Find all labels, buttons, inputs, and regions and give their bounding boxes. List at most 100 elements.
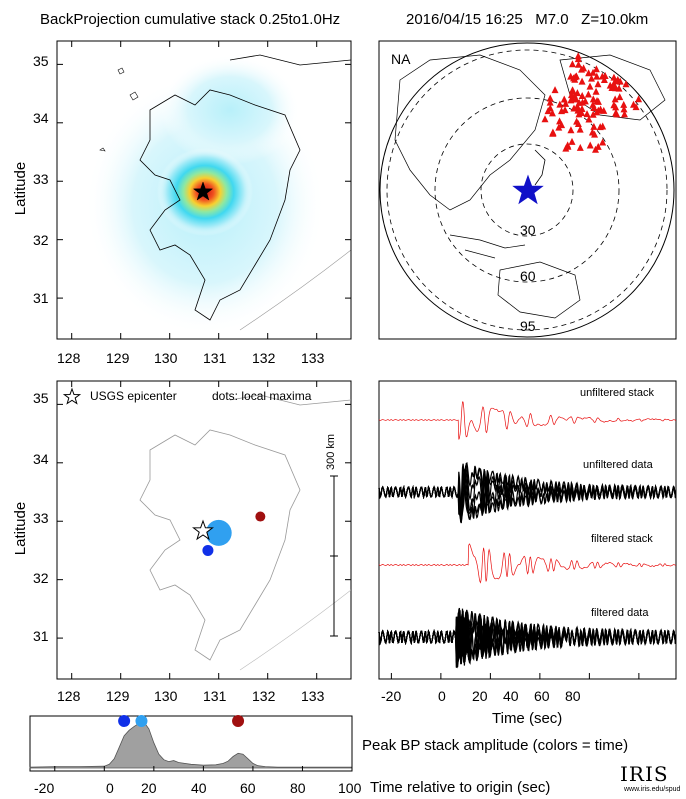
bottom-coastline <box>139 394 351 671</box>
heatmap-halo-upper <box>160 55 300 165</box>
time-marker-dot <box>118 715 131 727</box>
xtick-label: 132 <box>252 688 276 704</box>
station-triangle-icon <box>612 103 620 111</box>
continent-asia <box>394 54 546 211</box>
station-triangle-icon <box>610 81 618 89</box>
iris-logo: IRIS www.iris.edu/spud <box>616 762 680 796</box>
xtick-label: 20 <box>472 688 488 704</box>
station-triangle-icon <box>593 96 601 104</box>
station-triangle-icon <box>632 103 640 111</box>
station-triangle-icon <box>592 87 600 95</box>
station-triangle-icon <box>620 105 628 113</box>
xtick-label: 80 <box>565 688 581 704</box>
station-triangle-icon <box>576 143 584 151</box>
station-triangle-icon <box>578 109 586 117</box>
iris-logo-text: IRIS <box>620 762 669 786</box>
legend-dots-label: dots: local maxima <box>212 389 312 403</box>
epicenter-star-icon <box>192 181 214 201</box>
station-triangle-icon <box>630 100 638 108</box>
station-triangle-icon <box>592 65 600 73</box>
xtick-label: -20 <box>34 780 55 796</box>
scale-bar-label: 300 km <box>325 433 338 471</box>
station-triangle-icon <box>546 104 554 112</box>
station-triangle-icon <box>612 84 620 92</box>
globe-label: NA <box>391 51 411 67</box>
station-triangle-icon <box>600 106 608 114</box>
station-triangle-icon <box>586 141 594 149</box>
station-triangle-icon <box>583 110 591 118</box>
unfiltered-data-trace <box>378 463 677 522</box>
station-triangle-icon <box>599 122 607 130</box>
top-map-frame <box>56 40 352 340</box>
station-triangle-icon <box>571 73 579 81</box>
station-triangle-icon <box>576 125 584 133</box>
globe-ring-60 <box>434 97 620 283</box>
station-triangle-icon <box>575 98 583 106</box>
station-triangle-icon <box>613 110 621 118</box>
station-triangle-icon <box>564 141 572 149</box>
amplitude-frame <box>29 715 353 772</box>
station-triangle-icon <box>548 109 556 117</box>
unfiltered-data-trace <box>378 463 677 519</box>
globe-outline <box>379 42 675 338</box>
xtick-label: 60 <box>534 688 550 704</box>
station-triangle-icon <box>573 89 581 97</box>
station-triangle-icon <box>608 84 616 92</box>
station-triangle-icon <box>620 100 628 108</box>
station-triangle-icon <box>567 91 575 99</box>
station-triangle-icon <box>590 122 598 130</box>
station-triangle-icon <box>555 123 563 131</box>
coastline-kyushu <box>139 429 301 661</box>
ytick-label: 35 <box>33 53 49 69</box>
station-triangle-icon <box>546 94 554 102</box>
event-depth: Z=10.0km <box>581 11 649 28</box>
station-triangle-icon <box>588 128 596 136</box>
station-triangle-icon <box>570 74 578 82</box>
station-triangle-icon <box>580 64 588 72</box>
station-triangle-icon <box>572 72 580 80</box>
globe-epicenter-star-icon <box>512 174 544 205</box>
station-triangle-icon <box>574 55 582 63</box>
scale-bar <box>330 475 338 637</box>
unfiltered-data-trace <box>378 462 677 519</box>
local-maximum-dot <box>202 544 214 556</box>
continent-indonesia <box>449 234 526 259</box>
station-triangle-icon <box>581 97 589 105</box>
xtick-label: 0 <box>106 780 114 796</box>
legend-star-icon <box>62 387 82 405</box>
heatmap-core <box>157 148 253 236</box>
station-triangle-icon <box>599 138 607 146</box>
station-triangle-icon <box>611 77 619 85</box>
trace-ticks <box>390 673 640 679</box>
station-triangle-icon <box>589 100 597 108</box>
station-triangle-icon <box>560 95 568 103</box>
filtered-stack-trace <box>378 543 677 584</box>
trace-label-filtered-data: filtered data <box>591 607 649 619</box>
ytick-label: 33 <box>33 171 49 187</box>
xtick-label: 60 <box>240 780 256 796</box>
station-triangle-icon <box>589 68 597 76</box>
bottom-map-ylabel: Latitude <box>12 501 30 556</box>
station-triangle-icon <box>578 77 586 85</box>
station-triangle-icon <box>561 106 569 114</box>
station-triangle-icon <box>574 103 582 111</box>
bottom-map-ticks <box>57 381 351 679</box>
station-triangle-icon <box>558 121 566 129</box>
amplitude-ticks <box>54 766 353 771</box>
station-triangle-icon <box>562 144 570 152</box>
station-triangle-icon <box>593 72 601 80</box>
station-triangle-icon <box>556 100 564 108</box>
station-triangle-icon <box>610 80 618 88</box>
xtick-label: 131 <box>203 350 227 366</box>
xtick-label: 128 <box>57 350 81 366</box>
station-triangle-icon <box>574 120 582 128</box>
xtick-label: 130 <box>154 350 178 366</box>
time-marker-dot <box>135 715 148 727</box>
station-triangle-icon <box>601 72 609 80</box>
local-maximum-dot <box>205 519 232 546</box>
station-triangle-icon <box>546 98 554 106</box>
station-triangle-icon <box>610 101 618 109</box>
ytick-label: 32 <box>33 570 49 586</box>
xtick-label: 131 <box>203 688 227 704</box>
station-triangle-icon <box>594 142 602 150</box>
